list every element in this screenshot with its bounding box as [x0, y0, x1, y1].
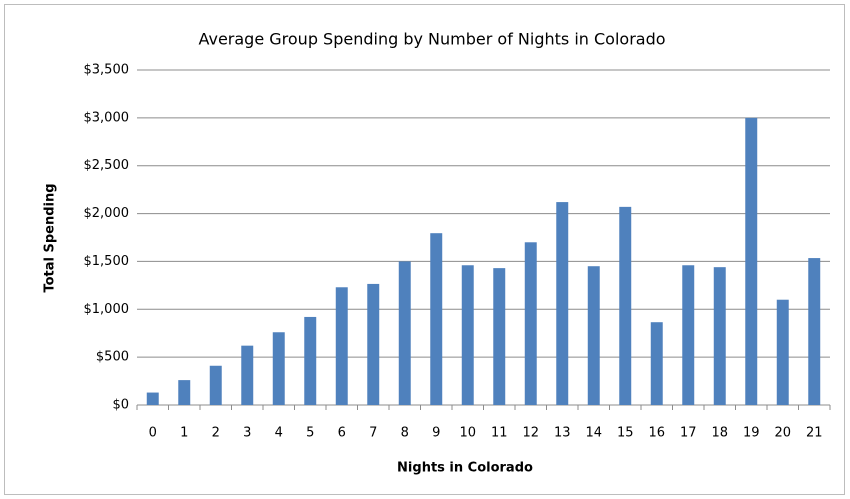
bar [461, 265, 474, 405]
x-tick-label: 12 [522, 426, 539, 441]
bar [776, 299, 789, 405]
chart-title: Average Group Spending by Number of Nigh… [198, 30, 665, 49]
y-tick-label: $500 [96, 350, 129, 365]
bar [713, 267, 726, 405]
bar [272, 332, 285, 405]
x-tick-label: 3 [243, 426, 251, 441]
x-tick-label: 21 [806, 426, 823, 441]
bar [619, 206, 632, 405]
bar [808, 258, 821, 405]
x-tick-label: 17 [680, 426, 697, 441]
y-tick-label: $0 [112, 398, 129, 413]
bar [745, 117, 758, 405]
x-tick-label: 4 [275, 426, 283, 441]
y-tick-label: $3,000 [84, 110, 130, 125]
y-tick-label: $2,500 [84, 158, 130, 173]
bar [556, 202, 569, 405]
bar [146, 392, 159, 405]
y-tick-label: $3,500 [84, 63, 130, 78]
x-tick-label: 15 [617, 426, 634, 441]
chart-frame [4, 4, 845, 495]
y-tick-label: $1,000 [84, 302, 130, 317]
bar [178, 380, 191, 405]
bar [524, 242, 537, 405]
x-tick-label: 1 [180, 426, 188, 441]
bar [241, 345, 254, 405]
x-tick-label: 20 [774, 426, 791, 441]
bar [650, 322, 663, 405]
x-tick-label: 19 [743, 426, 760, 441]
bar [493, 268, 506, 405]
bar [682, 265, 695, 405]
x-tick-label: 10 [459, 426, 476, 441]
bar [430, 233, 443, 405]
x-tick-label: 18 [711, 426, 728, 441]
bar [209, 365, 222, 405]
x-tick-label: 6 [338, 426, 346, 441]
x-tick-label: 7 [369, 426, 377, 441]
x-tick-label: 5 [306, 426, 314, 441]
y-tick-label: $2,000 [84, 206, 130, 221]
x-axis-title: Nights in Colorado [397, 461, 533, 476]
bar [398, 261, 411, 405]
bar [335, 287, 348, 405]
x-tick-label: 9 [432, 426, 440, 441]
bar [367, 283, 380, 405]
x-tick-label: 14 [585, 426, 602, 441]
x-tick-label: 2 [212, 426, 220, 441]
x-tick-label: 0 [149, 426, 157, 441]
x-tick-label: 13 [554, 426, 571, 441]
y-axis-title: Total Spending [43, 183, 58, 292]
bar [587, 266, 600, 405]
bar [304, 316, 317, 405]
y-tick-label: $1,500 [84, 254, 130, 269]
x-tick-label: 16 [648, 426, 665, 441]
x-tick-label: 8 [401, 426, 409, 441]
x-tick-label: 11 [491, 426, 508, 441]
